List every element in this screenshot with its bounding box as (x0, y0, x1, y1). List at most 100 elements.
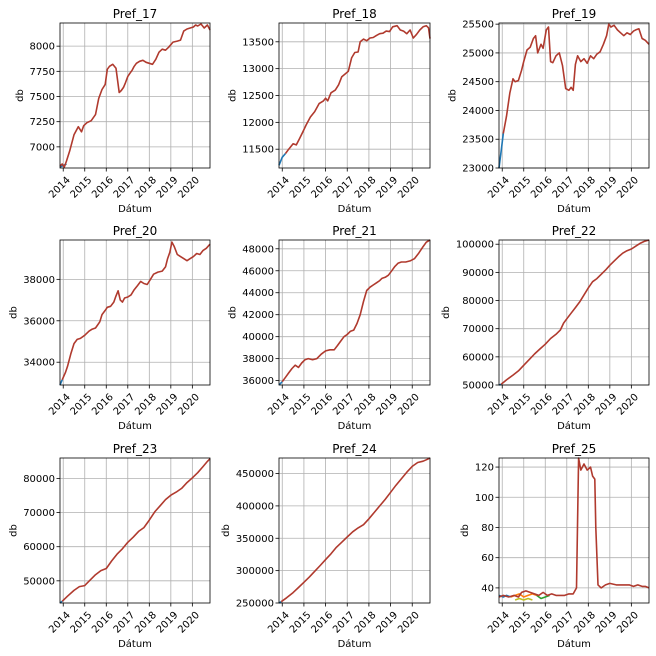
x-axis-label: Dátum (118, 638, 152, 650)
x-tick-label: 2020 (396, 175, 422, 201)
y-tick-label: 250000 (236, 599, 274, 610)
x-tick-label: 2016 (529, 392, 555, 418)
y-tick-label: 23000 (462, 164, 494, 175)
series-line-2 (281, 239, 431, 383)
y-tick-label: 120 (475, 463, 494, 474)
x-tick-label: 2018 (353, 175, 379, 201)
x-tick-label: 2016 (309, 175, 335, 201)
y-tick-label: 60000 (23, 542, 55, 553)
x-tick-label: 2017 (551, 610, 577, 636)
y-tick-label: 450000 (236, 469, 274, 480)
y-tick-label: 42000 (242, 310, 274, 321)
x-tick-label: 2015 (508, 610, 534, 636)
x-tick-label: 2017 (112, 392, 138, 418)
x-tick-label: 2018 (133, 392, 159, 418)
y-axis-label: db (228, 306, 239, 319)
y-tick-label: 70000 (462, 324, 494, 335)
x-tick-label: 2016 (309, 610, 335, 636)
y-tick-label: 80000 (462, 296, 494, 307)
y-tick-label: 25000 (462, 48, 494, 59)
x-tick-label: 2016 (90, 175, 116, 201)
axes-frame (278, 457, 431, 604)
y-tick-label: 34000 (23, 358, 55, 369)
subplot-title: Pref_24 (332, 442, 377, 456)
y-axis-label: db (441, 306, 452, 319)
series-line-2 (280, 457, 431, 603)
x-tick-label: 2019 (374, 175, 400, 201)
y-tick-label: 7500 (30, 92, 55, 103)
series-line-2 (61, 241, 211, 381)
y-tick-label: 350000 (236, 534, 274, 545)
x-tick-label: 2014 (47, 175, 73, 201)
x-tick-label: 2014 (266, 392, 292, 418)
x-tick-label: 2020 (176, 610, 202, 636)
axes-frame (59, 22, 211, 169)
y-axis-label: db (9, 306, 20, 319)
y-tick-label: 60000 (462, 352, 494, 363)
subplot-title: Pref_18 (332, 7, 377, 21)
axes-frame (59, 239, 211, 386)
x-tick-label: 2017 (331, 610, 357, 636)
x-tick-label: 2014 (47, 610, 73, 636)
y-tick-label: 90000 (462, 268, 494, 279)
x-axis-label: Dátum (338, 638, 372, 650)
x-tick-label: 2019 (594, 175, 620, 201)
y-tick-label: 60 (481, 553, 494, 564)
y-tick-label: 100000 (456, 240, 494, 251)
series-line-2 (59, 23, 211, 168)
y-axis-label: db (228, 89, 239, 102)
x-tick-label: 2019 (155, 175, 181, 201)
x-tick-label: 2018 (572, 610, 598, 636)
x-axis-label: Dátum (338, 203, 372, 215)
y-axis-label: db (15, 89, 26, 102)
y-tick-label: 7000 (30, 142, 55, 153)
x-tick-label: 2014 (266, 610, 292, 636)
y-tick-label: 50000 (23, 576, 55, 587)
y-tick-label: 40000 (242, 332, 274, 343)
x-tick-label: 2015 (69, 392, 95, 418)
axes-frame (278, 239, 431, 386)
y-tick-label: 38000 (23, 275, 55, 286)
x-tick-label: 2015 (69, 175, 95, 201)
x-tick-label: 2015 (288, 392, 314, 418)
x-tick-label: 2016 (90, 610, 116, 636)
series-line-3 (514, 597, 533, 601)
y-tick-label: 12000 (242, 118, 274, 129)
x-tick-label: 2015 (288, 610, 314, 636)
x-tick-label: 2018 (572, 175, 598, 201)
x-tick-label: 2020 (615, 392, 641, 418)
x-tick-label: 2020 (396, 392, 422, 418)
y-tick-label: 24000 (462, 106, 494, 117)
subplot-title: Pref_19 (552, 7, 597, 21)
x-tick-label: 2020 (176, 175, 202, 201)
x-tick-label: 2015 (508, 392, 534, 418)
y-tick-label: 70000 (23, 508, 55, 519)
y-tick-label: 7250 (30, 117, 55, 128)
series-line-1 (498, 133, 505, 169)
y-tick-label: 100 (475, 493, 494, 504)
y-tick-label: 48000 (242, 244, 274, 255)
y-tick-label: 80 (481, 523, 494, 534)
x-axis-label: Dátum (118, 420, 152, 432)
x-tick-label: 2016 (90, 392, 116, 418)
x-tick-label: 2018 (133, 610, 159, 636)
x-tick-label: 2020 (615, 610, 641, 636)
x-tick-label: 2014 (486, 610, 512, 636)
y-tick-label: 300000 (236, 566, 274, 577)
x-axis-label: Dátum (338, 420, 372, 432)
x-tick-label: 2020 (396, 610, 422, 636)
series-line-2 (502, 23, 650, 134)
y-tick-label: 44000 (242, 288, 274, 299)
axes-frame (498, 22, 650, 169)
x-tick-label: 2014 (486, 175, 512, 201)
x-tick-label: 2015 (69, 610, 95, 636)
